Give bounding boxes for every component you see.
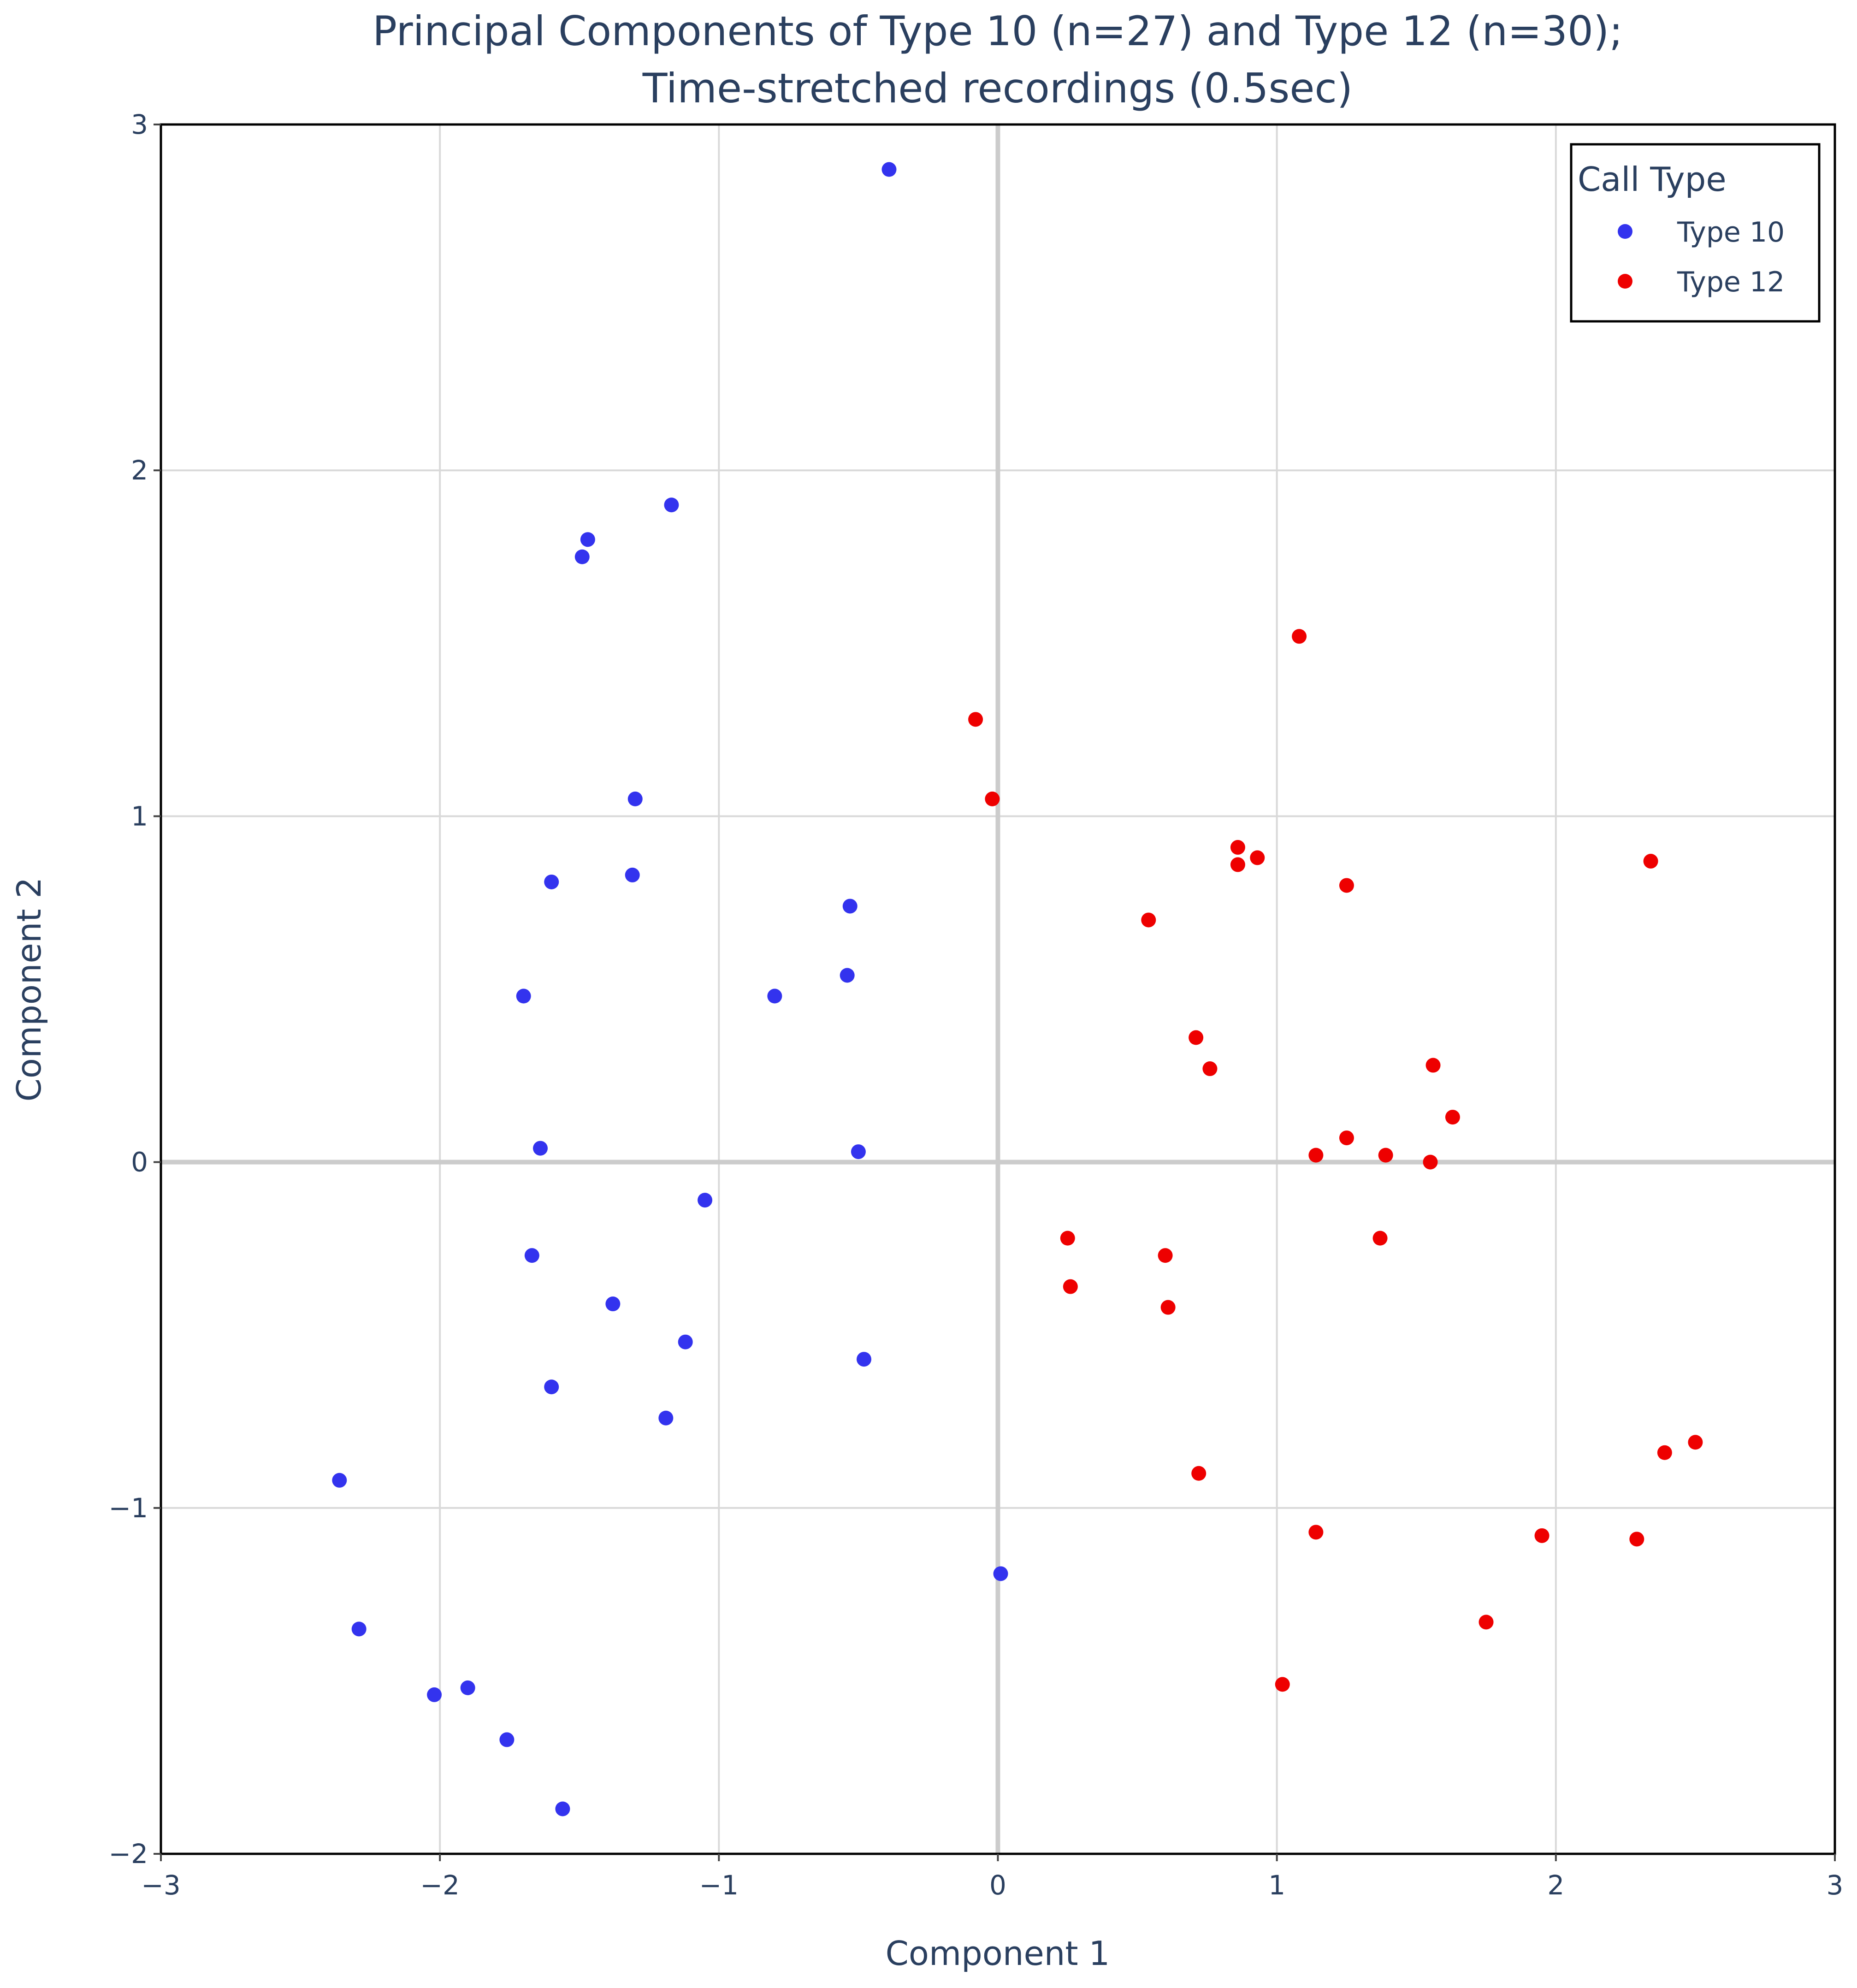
point-type-10-2[interactable]	[580, 532, 595, 547]
x-axis-title: Component 1	[886, 1934, 1110, 1973]
legend-box	[1570, 143, 1821, 323]
point-type-10-4[interactable]	[627, 791, 643, 806]
point-type-10-6[interactable]	[625, 867, 640, 882]
y-tick-label-5: 3	[131, 109, 148, 140]
point-type-12-11[interactable]	[1425, 1058, 1441, 1073]
point-type-10-10[interactable]	[516, 988, 531, 1004]
point-type-12-7[interactable]	[1643, 853, 1658, 869]
point-type-12-21[interactable]	[1160, 1300, 1176, 1315]
data-points	[332, 162, 1703, 1816]
point-type-10-9[interactable]	[767, 988, 782, 1004]
x-tick-label-3: 0	[989, 1870, 1006, 1901]
point-type-10-20[interactable]	[332, 1473, 347, 1488]
point-type-12-9[interactable]	[1189, 1030, 1204, 1045]
point-type-12-16[interactable]	[1423, 1154, 1438, 1170]
point-type-10-13[interactable]	[698, 1193, 713, 1208]
series-type-10	[332, 162, 1008, 1816]
legend-marker-type-10[interactable]	[1618, 224, 1632, 239]
point-type-10-21[interactable]	[351, 1621, 367, 1637]
x-tick-label-1: −2	[420, 1870, 460, 1901]
point-type-10-17[interactable]	[857, 1352, 872, 1367]
point-type-12-18[interactable]	[1372, 1231, 1388, 1246]
point-type-12-4[interactable]	[1250, 850, 1265, 865]
point-type-10-12[interactable]	[851, 1144, 866, 1160]
point-type-12-27[interactable]	[1629, 1532, 1644, 1547]
point-type-10-3[interactable]	[574, 549, 590, 564]
x-tick-label-2: −1	[699, 1870, 739, 1901]
y-axis-title: Component 2	[10, 877, 48, 1102]
legend-title: Call Type	[1578, 160, 1727, 199]
point-type-12-26[interactable]	[1534, 1528, 1549, 1543]
y-tick-label-0: −2	[109, 1838, 148, 1870]
legend-marker-type-12[interactable]	[1618, 274, 1632, 289]
point-type-10-14[interactable]	[524, 1248, 539, 1263]
point-type-10-24[interactable]	[499, 1732, 515, 1747]
point-type-10-23[interactable]	[460, 1680, 475, 1695]
x-tick-label-0: −3	[141, 1870, 181, 1901]
point-type-12-6[interactable]	[1339, 878, 1354, 893]
point-type-10-26[interactable]	[993, 1566, 1008, 1581]
point-type-10-15[interactable]	[605, 1296, 621, 1312]
x-tick-label-5: 2	[1547, 1870, 1564, 1901]
point-type-12-23[interactable]	[1657, 1445, 1672, 1460]
series-type-12	[968, 629, 1703, 1692]
point-type-10-11[interactable]	[533, 1141, 548, 1156]
point-type-12-12[interactable]	[1445, 1110, 1460, 1125]
point-type-10-1[interactable]	[664, 497, 679, 513]
point-type-12-10[interactable]	[1202, 1061, 1218, 1077]
point-type-10-19[interactable]	[658, 1410, 674, 1426]
point-type-12-8[interactable]	[1141, 912, 1156, 928]
point-type-12-29[interactable]	[1275, 1677, 1290, 1692]
legend: Call Type Type 10 Type 12	[1570, 143, 1821, 323]
point-type-12-5[interactable]	[1230, 857, 1245, 872]
legend-label-type-10[interactable]: Type 10	[1677, 216, 1785, 248]
zero-lines	[161, 124, 1835, 1854]
point-type-10-7[interactable]	[842, 899, 858, 914]
chart-title-line-2: Time-stretched recordings (0.5sec)	[642, 65, 1353, 112]
point-type-10-0[interactable]	[881, 162, 897, 177]
point-type-12-25[interactable]	[1308, 1525, 1324, 1540]
x-tick-label-4: 1	[1268, 1870, 1285, 1901]
chart-title-line-1: Principal Components of Type 10 (n=27) a…	[373, 7, 1623, 55]
point-type-10-18[interactable]	[544, 1379, 559, 1395]
point-type-10-8[interactable]	[840, 968, 855, 983]
x-tick-label-6: 3	[1827, 1870, 1844, 1901]
point-type-12-20[interactable]	[1063, 1279, 1078, 1294]
point-type-12-0[interactable]	[1292, 629, 1307, 644]
point-type-12-28[interactable]	[1479, 1615, 1494, 1630]
point-type-12-22[interactable]	[1191, 1466, 1206, 1481]
point-type-10-5[interactable]	[544, 874, 559, 889]
y-tick-label-1: −1	[109, 1492, 148, 1524]
y-tick-label-3: 1	[131, 800, 148, 832]
x-axis-ticks: −3 −2 −1 0 1 2 3	[141, 1854, 1843, 1901]
point-type-12-14[interactable]	[1308, 1148, 1324, 1163]
y-axis-ticks: −2 −1 0 1 2 3	[109, 109, 161, 1870]
point-type-12-24[interactable]	[1688, 1435, 1703, 1450]
point-type-10-22[interactable]	[427, 1687, 442, 1702]
y-tick-label-2: 0	[131, 1147, 148, 1178]
legend-label-type-12[interactable]: Type 12	[1677, 266, 1785, 298]
point-type-10-25[interactable]	[555, 1801, 570, 1816]
point-type-12-13[interactable]	[1339, 1130, 1354, 1146]
point-type-10-16[interactable]	[678, 1334, 693, 1349]
y-tick-label-4: 2	[131, 455, 148, 486]
point-type-12-3[interactable]	[1230, 840, 1245, 855]
point-type-12-1[interactable]	[968, 712, 983, 727]
point-type-12-17[interactable]	[1060, 1231, 1075, 1246]
point-type-12-19[interactable]	[1158, 1248, 1173, 1263]
point-type-12-2[interactable]	[985, 791, 1000, 806]
point-type-12-15[interactable]	[1378, 1148, 1393, 1163]
